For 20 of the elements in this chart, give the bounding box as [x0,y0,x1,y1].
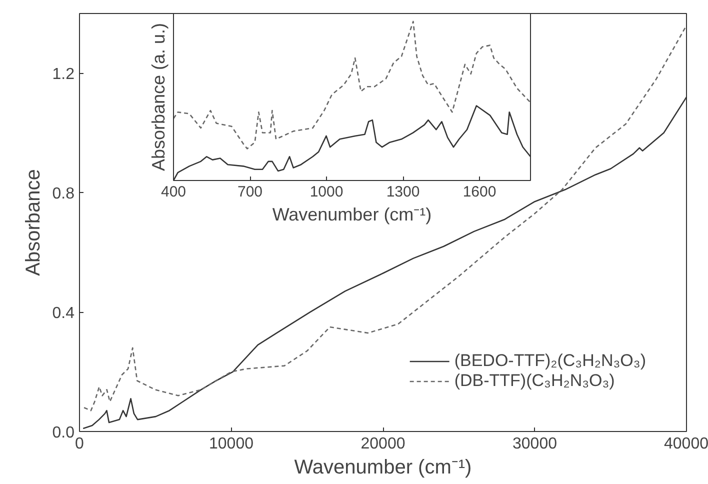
x-tick-label: 1300 [386,184,420,200]
y-axis-title: Absorbance (a. u.) [148,22,168,172]
x-tick-label: 0 [75,436,84,452]
legend-label: (BEDO-TTF)₂(C₃H₂N₃O₃) [454,351,646,371]
x-axis-title: Wavenumber (cm⁻¹) [294,456,472,478]
x-tick-label: 1600 [462,184,496,200]
y-tick-label: 0.0 [52,424,75,442]
x-tick-label: 20000 [360,436,406,452]
x-axis-title: Wavenumber (cm⁻¹) [272,204,432,224]
y-axis-title: Absorbance [22,169,44,276]
x-tick-label: 1000 [310,184,344,200]
x-tick-label: 30000 [512,436,558,452]
y-tick-label: 1.2 [52,66,75,84]
y-tick-label: 0.4 [52,305,75,322]
legend-label: (DB-TTF)(C₃H₂N₃O₃) [454,371,615,391]
x-tick-label: 400 [160,184,186,200]
y-tick-label: 0.8 [52,186,75,203]
x-tick-label: 10000 [209,436,254,452]
x-tick-label: 700 [237,184,263,200]
x-tick-label: 40000 [664,436,708,452]
